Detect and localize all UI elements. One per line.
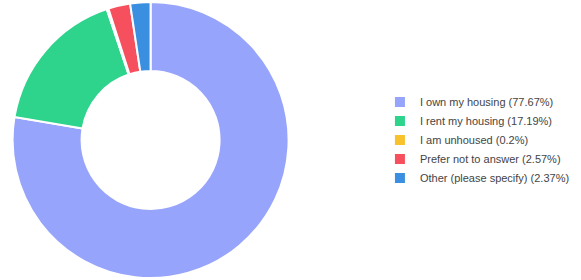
svg-text:Other (please specify) (2.37%): Other (please specify) (2.37%) <box>420 172 569 184</box>
svg-text:I rent my housing (17.19%): I rent my housing (17.19%) <box>420 115 552 127</box>
svg-text:I am unhoused (0.2%): I am unhoused (0.2%) <box>420 134 528 146</box>
svg-text:I own my housing (77.67%): I own my housing (77.67%) <box>420 96 553 108</box>
svg-text:Prefer not to answer (2.57%): Prefer not to answer (2.57%) <box>420 153 561 165</box>
